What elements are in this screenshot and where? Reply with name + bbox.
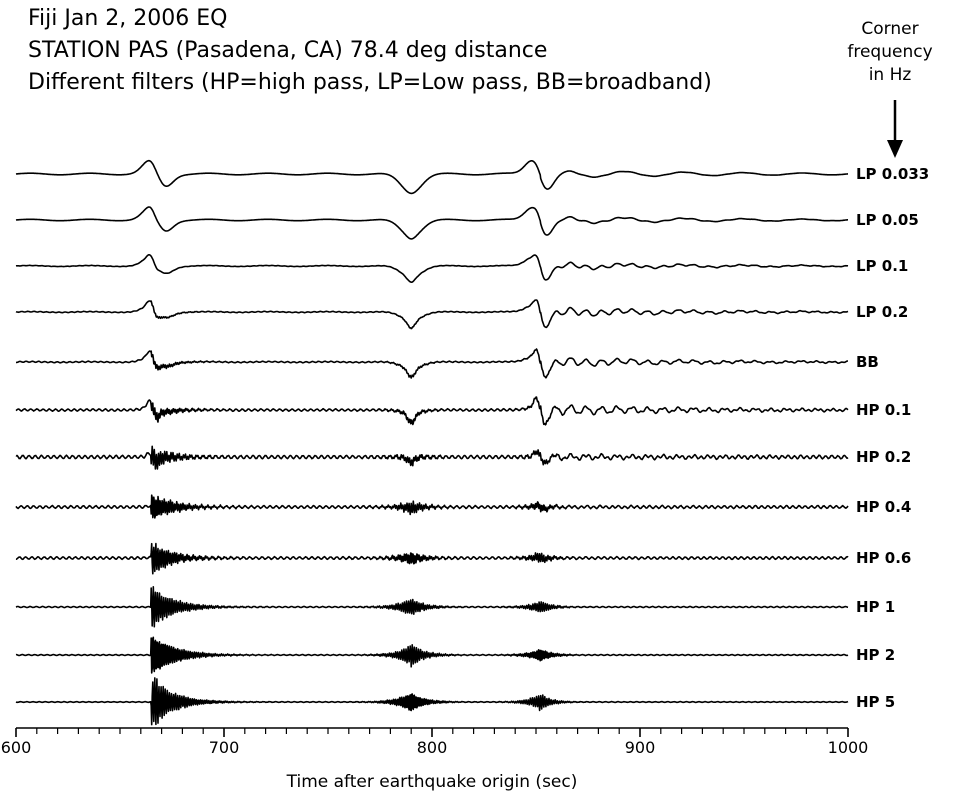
series-label: HP 0.4 xyxy=(856,498,911,516)
series-label: LP 0.2 xyxy=(856,303,908,321)
x-axis-title: Time after earthquake origin (sec) xyxy=(286,772,578,792)
trace-lp-0-1 xyxy=(15,254,849,283)
series-label: HP 1 xyxy=(856,598,895,616)
trace-hp-1 xyxy=(15,586,849,628)
series-label: LP 0.1 xyxy=(856,257,908,275)
trace-labels: LP 0.033 LP 0.05 LP 0.1 LP 0.2 BB HP 0.1 HP 0.… xyxy=(856,165,929,711)
trace-hp-0-6 xyxy=(15,542,849,575)
x-tick-label: 1000 xyxy=(828,738,869,757)
x-tick-label: 600 xyxy=(1,738,32,757)
trace-hp-5 xyxy=(15,677,849,726)
trace-hp-0-4 xyxy=(15,494,849,519)
series-label: BB xyxy=(856,353,879,371)
trace-hp-2 xyxy=(15,636,849,674)
x-tick-label: 800 xyxy=(417,738,448,757)
x-axis: 600 700 800 900 1000 Time after earthquake or… xyxy=(1,727,869,792)
series-label: HP 0.2 xyxy=(856,448,911,466)
series-label: LP 0.05 xyxy=(856,211,919,229)
corner-note-line-3: in Hz xyxy=(868,65,912,85)
trace-hp-0-1 xyxy=(15,396,849,426)
series-label: HP 2 xyxy=(856,646,895,664)
trace-bb xyxy=(15,348,849,379)
series-label: HP 0.1 xyxy=(856,401,911,419)
corner-note-line-2: frequency xyxy=(847,42,933,62)
series-label: HP 0.6 xyxy=(856,549,911,567)
down-arrow-icon xyxy=(887,100,903,158)
trace-lp-0-2 xyxy=(15,299,849,330)
corner-frequency-note: Corner frequency in Hz xyxy=(835,18,945,87)
title-line-2: STATION PAS (Pasadena, CA) 78.4 deg dist… xyxy=(28,38,548,63)
trace-hp-0-2 xyxy=(15,445,849,470)
trace-lp-0-05 xyxy=(15,206,849,240)
traces xyxy=(15,159,849,726)
title-line-3: Different filters (HP=high pass, LP=Low … xyxy=(28,70,712,95)
series-label: HP 5 xyxy=(856,693,895,711)
series-label: LP 0.033 xyxy=(856,165,929,183)
corner-note-line-1: Corner xyxy=(861,19,919,39)
title-line-1: Fiji Jan 2, 2006 EQ xyxy=(28,6,228,31)
trace-lp-0-033 xyxy=(15,159,849,195)
x-tick-label: 900 xyxy=(625,738,656,757)
x-tick-label: 700 xyxy=(209,738,240,757)
